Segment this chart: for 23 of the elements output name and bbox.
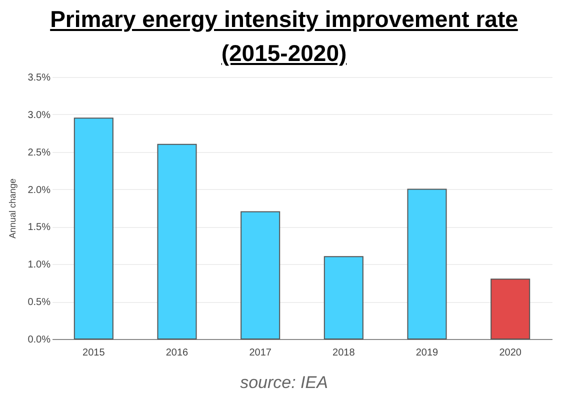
x-tick-label: 2017	[249, 348, 272, 358]
y-tick-label: 2.5%	[28, 147, 51, 158]
x-tick-label: 2015	[82, 348, 106, 358]
y-tick-label: 1.0%	[28, 260, 51, 271]
x-tick-label: 2016	[166, 348, 189, 358]
x-tick-label: 2018	[332, 348, 356, 358]
y-tick-label: 1.5%	[28, 222, 51, 234]
bar	[324, 256, 364, 340]
x-tick-label: 2019	[416, 348, 439, 358]
y-tick-label: 0.0%	[28, 334, 51, 346]
y-tick-label: 2.0%	[28, 184, 51, 196]
bar	[407, 188, 447, 340]
bar	[74, 118, 114, 340]
y-tick-label: 0.5%	[28, 297, 51, 308]
y-tick-label: 3.0%	[28, 110, 51, 121]
chart-title: Primary energy intensity improvement rate (2015-2020)	[49, 5, 519, 68]
y-axis-title: Annual change	[8, 178, 18, 239]
y-tick-label: 3.5%	[28, 72, 51, 84]
bar	[490, 278, 530, 340]
source-note: source: IEA	[239, 373, 329, 393]
x-tick-label: 2020	[499, 348, 522, 358]
bar	[157, 144, 197, 340]
bar	[240, 211, 280, 340]
